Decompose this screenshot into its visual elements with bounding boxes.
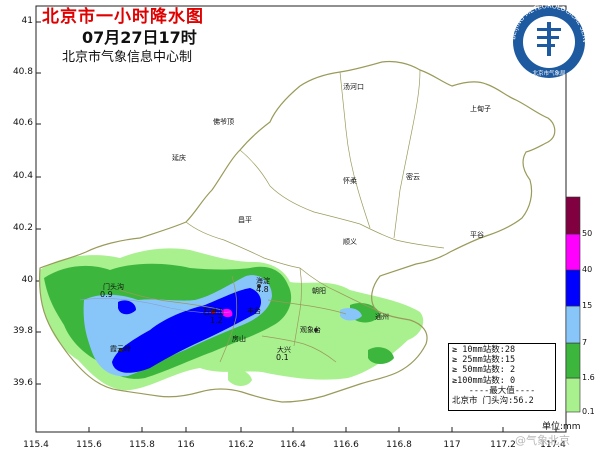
station-value: 0.9 [100,290,113,299]
district-label: 怀柔 [343,177,357,185]
x-tick-label: 116.4 [280,440,306,450]
y-tick-label: 41 [21,16,33,26]
stats-10mm: ≥ 10mm站数:28 [452,345,516,355]
river-lines [79,298,231,314]
map-organization: 北京市气象信息中心制 [62,50,193,65]
map-datetime: 07月27日17时 [82,28,197,47]
stats-100mm: ≥100mm站数: 0 [452,375,516,386]
x-tick-label: 117.4 [540,440,566,450]
station-stats-box: ≥ 10mm站数:28 ≥ 25mm站数:15 ≥ 50mm站数: 2 ≥100… [448,343,556,411]
legend-swatch-5 [565,196,581,235]
town-label: 霞云岭 [110,345,131,353]
x-tick-label: 116.6 [333,440,359,450]
weibo-credit: @气象北京 [515,434,570,447]
legend-swatch-0 [565,377,581,413]
y-tick-label: 40.4 [12,171,33,181]
legend-threshold: 50 [582,229,593,238]
legend-threshold: 7 [582,338,588,347]
district-label: 丰台 [247,307,261,315]
x-tick-label: 117.2 [490,440,516,450]
bms-logo-icon: BEIJING METEOROLOGICAL SERVICE 北京市气象局 [503,2,589,78]
y-tick-label: 40.2 [12,223,33,233]
legend-colorbar [565,196,581,413]
map-title: 北京市一小时降水图 [42,7,204,27]
legend-threshold: 1.6 [582,373,595,382]
x-tick-label: 115.4 [23,440,49,450]
district-label: 通州 [375,313,389,321]
legend-threshold: 40 [582,265,593,274]
district-label: 密云 [406,173,420,181]
district-label: 昌平 [238,216,252,224]
station-markers [119,284,318,352]
legend-threshold: 0.1 [582,407,595,416]
town-label: 佛爷顶 [213,118,234,126]
district-label: 平谷 [470,231,484,239]
station-value: 1.2 [210,316,223,325]
stats-max-label: ----最大值---- [468,385,536,396]
district-label: 门头沟 [103,283,124,291]
district-boundaries [119,69,445,363]
district-label: 石景山 [203,308,224,316]
rain-blue [112,288,262,373]
x-tick-label: 116.2 [228,440,254,450]
rain-magenta [221,308,233,318]
town-label: 观象台 [300,326,321,334]
y-tick-label: 40.6 [12,118,33,128]
x-tick-label: 115.6 [76,440,102,450]
legend-swatch-4 [565,233,581,271]
stats-max-station: 北京市 门头沟:56.2 [452,396,534,407]
y-tick-label: 39.8 [12,326,33,336]
x-tick-label: 117 [443,440,461,450]
city-boundary [39,60,556,403]
legend-swatch-2 [565,305,581,344]
district-label: 大兴 [277,346,291,354]
town-label: 汤河口 [343,83,364,91]
x-tick-label: 116 [177,440,195,450]
legend-threshold: 15 [582,301,593,310]
district-label: 朝阳 [312,287,326,295]
svg-text:北京市气象局: 北京市气象局 [532,69,565,77]
x-tick-label: 116.8 [386,440,412,450]
district-label: 海淀 [256,277,270,285]
station-value: 4.8 [256,285,269,294]
y-tick-label: 39.6 [12,378,33,388]
district-label: 顺义 [343,238,357,246]
town-label: 上甸子 [470,105,491,113]
x-tick-label: 115.8 [129,440,155,450]
district-label: 延庆 [172,154,186,162]
stats-50mm: ≥ 50mm站数: 2 [452,365,516,376]
legend-swatch-3 [565,269,581,307]
legend-swatch-1 [565,342,581,379]
stats-25mm: ≥ 25mm站数:15 [452,355,516,366]
station-value: 0.1 [276,353,289,362]
y-tick-label: 40 [21,275,33,285]
legend-unit: 单位:mm [542,422,581,432]
y-tick-label: 40.8 [12,67,33,77]
district-label: 房山 [232,335,246,343]
